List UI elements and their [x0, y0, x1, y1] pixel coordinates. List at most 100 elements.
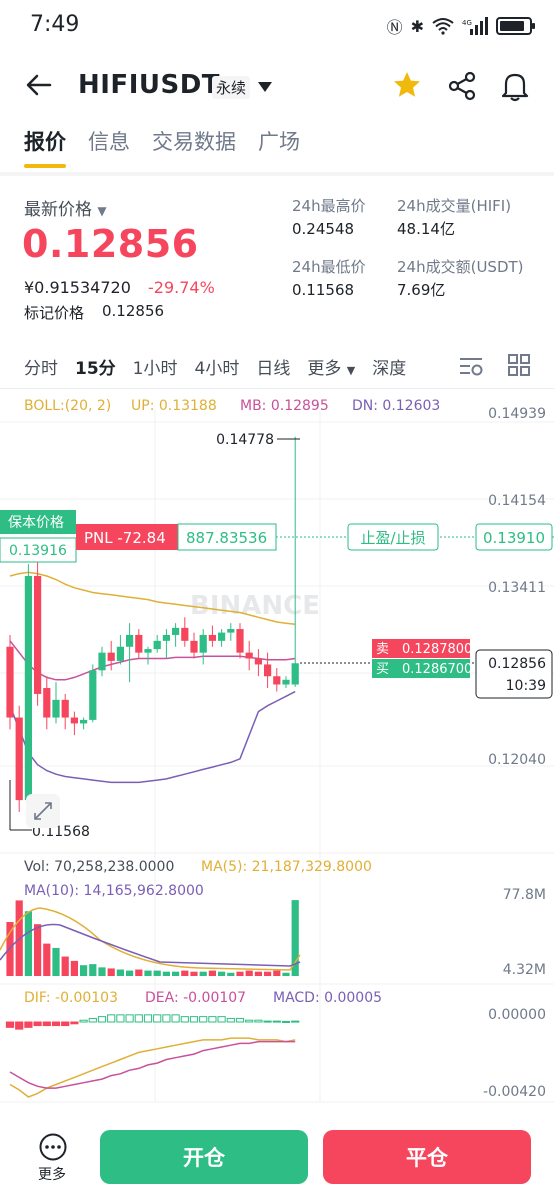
volume-bar — [153, 970, 161, 976]
symbol-dropdown-icon[interactable] — [256, 80, 274, 94]
boll-mb-line — [9, 640, 296, 681]
volume-bar — [282, 972, 290, 976]
mark-price-label: 标记价格 — [24, 304, 85, 322]
volume-bar — [273, 970, 281, 976]
candle-body — [89, 670, 97, 720]
macd-dea-line — [9, 1040, 296, 1089]
expand-chart-icon[interactable] — [26, 794, 60, 828]
macd-value: MACD: 0.00005 — [273, 990, 382, 1006]
candle-body — [153, 640, 161, 650]
tab-quote[interactable]: 报价 — [24, 126, 66, 168]
turnover-value: 7.69亿 — [397, 281, 446, 299]
tab-info[interactable]: 信息 — [88, 130, 130, 154]
candle-body — [199, 634, 207, 653]
volume-bar — [107, 968, 115, 976]
battery-charging-icon — [496, 17, 535, 35]
vol-axis-bottom: 4.32M — [503, 962, 546, 978]
macd-dea: DEA: -0.00107 — [145, 990, 246, 1006]
layout-grid-icon[interactable] — [508, 354, 530, 376]
macd-bar — [70, 1021, 79, 1025]
candle-body — [190, 640, 198, 653]
breakeven-badge[interactable]: 保本价格 0.13916 — [0, 510, 77, 563]
volume-bar — [116, 969, 124, 976]
price-axis-4: 0.12040 — [488, 752, 546, 768]
candle-body — [126, 634, 134, 647]
macd-bar — [272, 1020, 281, 1023]
interval-timeline[interactable]: 分时 — [24, 359, 58, 379]
interval-15m[interactable]: 15分 — [75, 359, 116, 379]
vol-ma5-line — [0, 907, 301, 971]
candle-body — [181, 627, 189, 641]
high-label: 24h最高价 — [292, 197, 366, 215]
interval-more[interactable]: 更多 ▼ — [307, 359, 356, 379]
macd-bar — [97, 1016, 107, 1023]
notification-bell-icon[interactable] — [500, 70, 530, 102]
volume-bar — [264, 971, 272, 976]
macd-dif-line — [9, 1037, 296, 1098]
favorite-star-icon[interactable] — [392, 70, 422, 100]
close-position-button[interactable]: 平仓 — [323, 1130, 531, 1184]
candle-body — [80, 719, 88, 724]
macd-bar — [208, 1016, 217, 1023]
interval-1d[interactable]: 日线 — [256, 359, 291, 379]
volume-bar — [144, 970, 152, 976]
kline-chart[interactable]: BINANCE BOLL:(20, 2) UP: 0.13188 MB: 0.1… — [0, 388, 554, 1108]
volume-bar — [24, 911, 32, 976]
macd-bar — [281, 1020, 291, 1023]
boll-up: UP: 0.13188 — [131, 398, 217, 414]
current-price-tag: 0.12856 10:39 — [475, 649, 553, 699]
macd-bar — [263, 1020, 272, 1023]
high-marker-label: 0.14778 — [216, 432, 274, 448]
back-arrow-icon[interactable] — [24, 70, 54, 100]
vol-ma10: MA(10): 14,165,962.8000 — [24, 883, 204, 899]
sell-label: 卖 — [376, 642, 389, 657]
macd-bar — [235, 1017, 245, 1023]
candle-body — [107, 652, 115, 661]
share-icon[interactable] — [446, 70, 478, 102]
candle-body — [61, 699, 69, 718]
tpsl-button[interactable]: 止盈/止损 — [347, 523, 439, 551]
interval-selector: 分时 15分 1小时 4小时 日线 更多 ▼ 深度 — [24, 354, 406, 379]
boll-dn: DN: 0.12603 — [352, 398, 440, 414]
macd-bar — [162, 1014, 171, 1023]
macd-bar — [15, 1021, 24, 1030]
macd-bar — [254, 1019, 263, 1023]
macd-bar — [33, 1021, 42, 1027]
last-price-label[interactable]: 最新价格 ▼ — [24, 200, 107, 220]
price-axis-2: 0.14154 — [488, 493, 546, 509]
volume-bar — [126, 970, 134, 976]
low-value: 0.11568 — [292, 281, 355, 299]
candle-body — [43, 688, 51, 718]
open-position-button[interactable]: 开仓 — [100, 1130, 308, 1184]
chart-settings-icon[interactable] — [458, 354, 484, 378]
high-value: 0.24548 — [292, 220, 355, 238]
candle-body — [98, 652, 106, 671]
macd-bar — [125, 1014, 134, 1023]
interval-1h[interactable]: 1小时 — [132, 359, 178, 379]
symbol-title[interactable]: HIFIUSDT — [78, 70, 221, 100]
depth-tab[interactable]: 深度 — [372, 359, 407, 379]
tpsl-price: 0.13910 — [483, 529, 545, 547]
volume-bar — [236, 971, 244, 976]
4g-signal-icon: 4G — [462, 17, 488, 35]
volume-bar — [89, 964, 97, 976]
candle-body — [245, 652, 253, 659]
pnl-badge[interactable]: PNL -72.84 887.83536 — [76, 523, 277, 551]
position-qty: 887.83536 — [186, 529, 267, 547]
countdown: 10:39 — [506, 678, 546, 694]
tab-trading-data[interactable]: 交易数据 — [152, 130, 236, 154]
more-menu-icon[interactable] — [38, 1132, 68, 1162]
macd-bar — [42, 1021, 51, 1027]
macd-bar — [226, 1017, 235, 1023]
candle-body — [273, 676, 281, 685]
candles — [6, 436, 299, 812]
macd-histogram — [5, 1014, 300, 1030]
macd-bar — [79, 1019, 88, 1023]
interval-4h[interactable]: 4小时 — [194, 359, 240, 379]
status-icons: Ⓝ ✱ 4G — [387, 14, 535, 38]
more-label[interactable]: 更多 — [38, 1167, 66, 1183]
tab-square[interactable]: 广场 — [258, 130, 300, 154]
breakeven-price: 0.13916 — [9, 543, 67, 559]
volume-bar — [135, 969, 143, 976]
volume-bar — [34, 924, 42, 976]
